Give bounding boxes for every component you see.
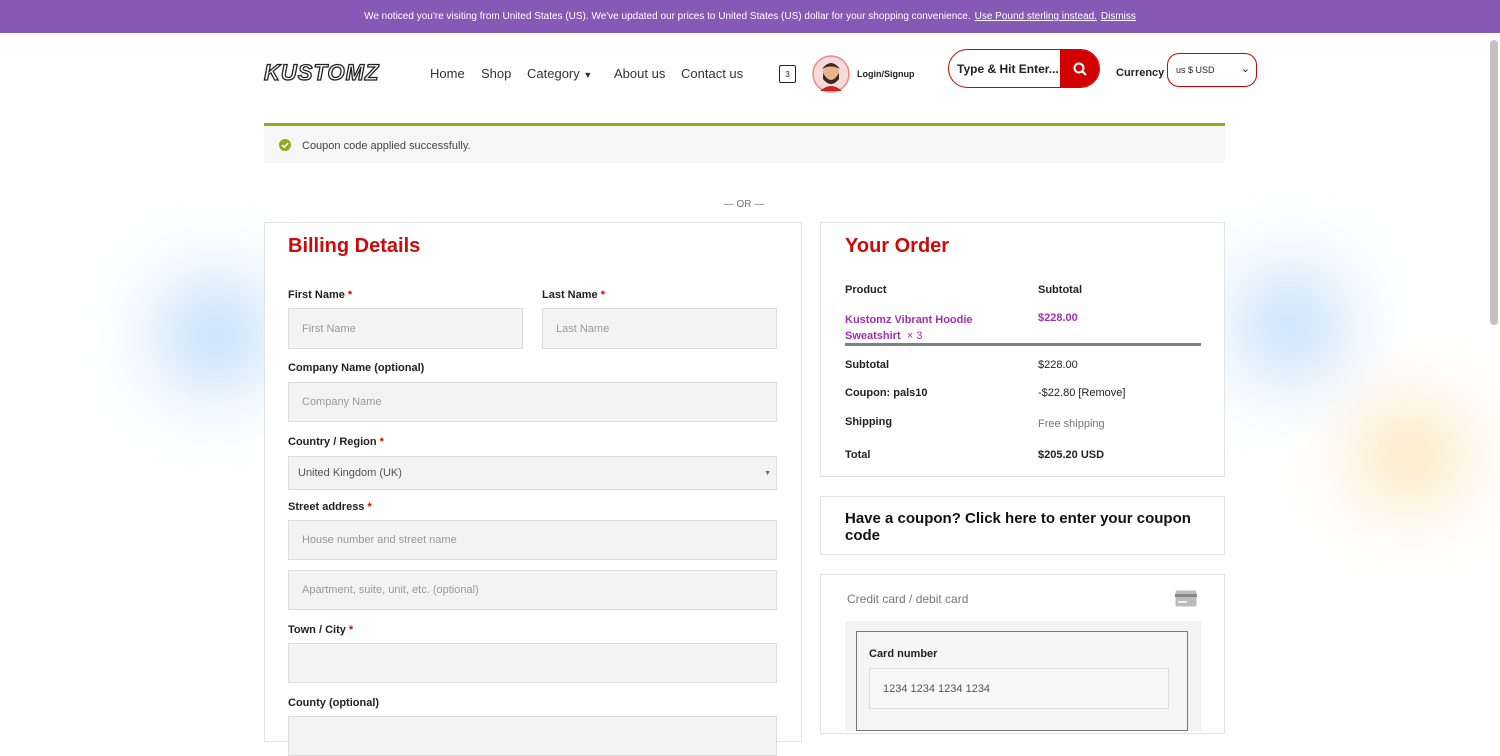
last-name-input[interactable]: Last Name <box>542 308 777 349</box>
switch-currency-link[interactable]: Use Pound sterling instead. <box>974 11 1097 22</box>
order-row-label: Total <box>845 449 871 461</box>
nav-link[interactable]: About us <box>614 66 666 81</box>
label-text: Town / City <box>288 624 346 636</box>
currency-label: Currency <box>1116 67 1165 79</box>
divider <box>845 343 1201 346</box>
decor <box>1240 270 1340 380</box>
item-qty: × 3 <box>906 330 923 342</box>
separator: — OR — <box>723 199 765 210</box>
label-text: Country / Region <box>288 436 377 448</box>
country-select[interactable]: United Kingdom (UK) ▼ <box>288 456 777 490</box>
nav-link[interactable]: Category ▼ <box>527 66 593 81</box>
order-row-label: Subtotal <box>845 359 889 371</box>
street-input[interactable]: House number and street name <box>288 520 777 560</box>
order-row-value: $205.20 USD <box>1038 449 1105 461</box>
billing-title: Billing Details <box>288 235 421 257</box>
search-input[interactable]: Type & Hit Enter... <box>957 62 1059 76</box>
order-row-label: Coupon: pals10 <box>845 387 928 399</box>
card-number-input[interactable]: 1234 1234 1234 1234 <box>869 668 1169 709</box>
label-text: Street address <box>288 501 365 513</box>
currency-select[interactable]: us $ USD ⌄ <box>1167 53 1257 87</box>
notice-message: Coupon code applied successfully. <box>302 140 471 152</box>
required-mark: * <box>347 289 353 301</box>
required-mark: * <box>379 436 384 448</box>
coupon-panel <box>820 496 1225 555</box>
decor <box>1360 410 1460 500</box>
order-head: Product <box>845 284 887 296</box>
coupon-prompt: Have a coupon? Click here to enter your … <box>845 510 1205 544</box>
nav-text: Category <box>527 66 580 81</box>
order-head: Subtotal <box>1038 284 1082 296</box>
cart-icon[interactable]: 3 <box>779 65 796 83</box>
order-row-value: $228.00 <box>1038 359 1078 371</box>
order-title: Your Order <box>845 235 950 257</box>
scrollbar <box>1490 40 1498 325</box>
field-label: County (optional) <box>288 697 380 709</box>
notice-text: We noticed you're visiting from United S… <box>364 11 971 22</box>
avatar[interactable] <box>812 55 850 93</box>
field-label: Company Name (optional) <box>288 362 425 374</box>
logo[interactable]: KUSTOMZ <box>263 59 380 85</box>
country-value: United Kingdom (UK) <box>298 467 402 479</box>
search-icon <box>1073 62 1087 76</box>
order-row-value: Free shipping <box>1038 418 1105 430</box>
order-row-label: Shipping <box>845 416 893 428</box>
order-item[interactable]: Kustomz Vibrant Hoodie Sweatshirt × 3 <box>845 312 985 344</box>
cart-count: 3 <box>785 70 790 79</box>
nav-link[interactable]: Home <box>430 66 465 81</box>
notice-bar: We noticed you're visiting from United S… <box>0 0 1500 33</box>
card-icon <box>1175 590 1197 607</box>
required-mark: * <box>600 289 605 301</box>
label-text: First Name <box>288 289 345 301</box>
coupon-link[interactable]: Click here to enter your coupon code <box>845 510 1191 544</box>
town-input[interactable] <box>288 643 777 683</box>
payment-method[interactable]: Credit card / debit card <box>847 592 969 606</box>
search-box: Type & Hit Enter... <box>948 49 1100 88</box>
currency-value: us $ USD <box>1176 65 1215 75</box>
search-button[interactable] <box>1060 50 1099 87</box>
required-mark: * <box>348 624 354 636</box>
field-label: Country / Region * <box>288 436 384 448</box>
street2-input[interactable]: Apartment, suite, unit, etc. (optional) <box>288 570 777 610</box>
login-link[interactable]: Login/Signup <box>857 69 915 79</box>
company-input[interactable]: Company Name <box>288 382 777 422</box>
nav-link[interactable]: Shop <box>481 66 512 81</box>
card-label: Card number <box>869 648 938 660</box>
notice-box: Coupon code applied successfully. <box>264 123 1225 163</box>
field-label: Last Name * <box>542 289 605 301</box>
county-input[interactable] <box>288 716 777 756</box>
item-price: $228.00 <box>1038 312 1078 324</box>
item-name: Kustomz Vibrant Hoodie Sweatshirt <box>845 314 973 342</box>
field-label: Town / City * <box>288 624 353 636</box>
decor <box>160 280 270 390</box>
order-panel <box>820 222 1225 477</box>
dismiss-link[interactable]: Dismiss <box>1100 11 1136 22</box>
order-row-value[interactable]: -$22.80 [Remove] <box>1038 387 1126 399</box>
coupon-lead: Have a coupon? <box>845 510 961 527</box>
nav-link[interactable]: Contact us <box>681 66 744 81</box>
required-mark: * <box>367 501 372 513</box>
field-label: First Name * <box>288 289 352 301</box>
first-name-input[interactable]: First Name <box>288 308 523 349</box>
field-label: Street address * <box>288 501 372 513</box>
label-text: Last Name <box>542 289 598 301</box>
check-icon <box>279 139 291 151</box>
